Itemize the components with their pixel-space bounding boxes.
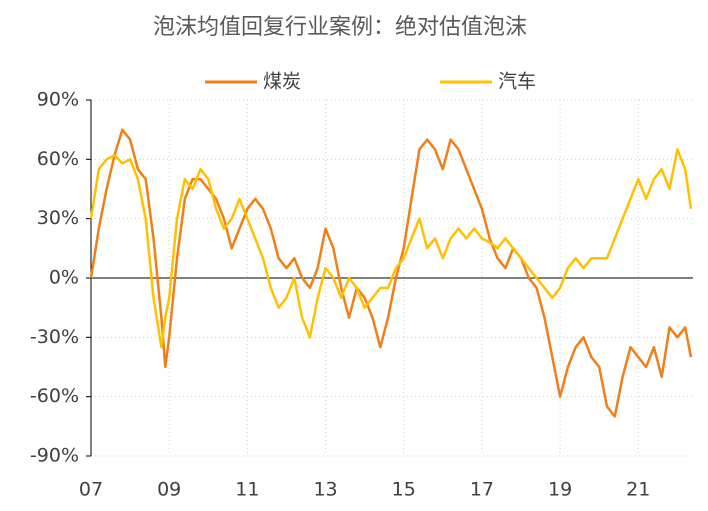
x-tick-label: 21 — [626, 479, 650, 501]
legend-label: 汽车 — [498, 71, 536, 93]
y-tick-label: -60% — [30, 385, 79, 407]
x-tick-label: 11 — [235, 479, 259, 501]
chart-title: 泡沫均值回复行业案例：绝对估值泡沫 — [153, 15, 527, 40]
y-tick-label: 60% — [37, 148, 79, 170]
y-tick-label: 90% — [37, 89, 79, 111]
x-tick-label: 07 — [79, 479, 103, 501]
x-tick-label: 19 — [548, 479, 572, 501]
y-tick-label: 30% — [37, 207, 79, 229]
x-tick-label: 09 — [157, 479, 181, 501]
y-tick-label: 0% — [49, 267, 79, 289]
series-line — [89, 128, 693, 418]
y-tick-label: -30% — [30, 326, 79, 348]
y-tick-label: -90% — [30, 445, 79, 467]
series-line — [89, 148, 693, 349]
x-tick-label: 13 — [313, 479, 337, 501]
x-tick-label: 17 — [470, 479, 494, 501]
legend-label: 煤炭 — [263, 71, 301, 93]
x-tick-label: 15 — [392, 479, 416, 501]
